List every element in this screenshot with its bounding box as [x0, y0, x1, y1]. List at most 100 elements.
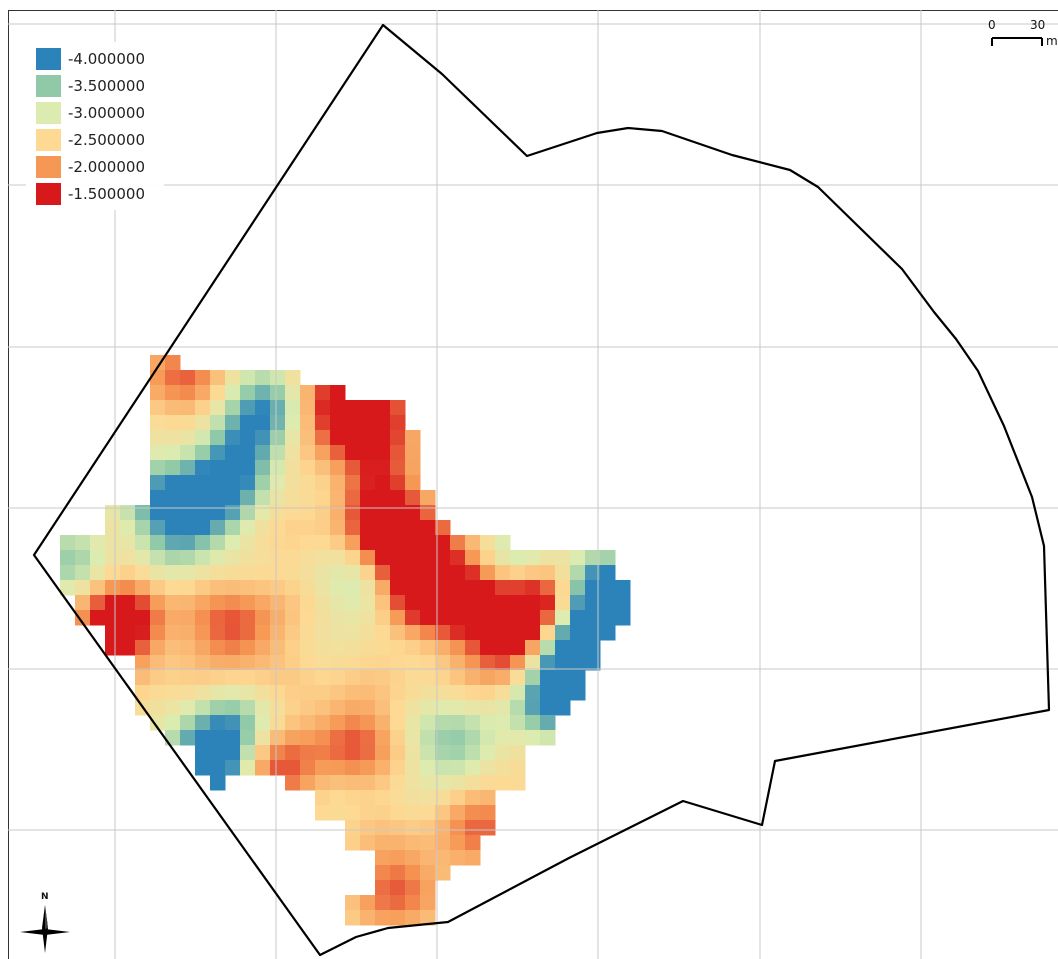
raster-cell: [345, 550, 361, 566]
raster-cell: [465, 670, 481, 686]
raster-cell: [375, 880, 391, 896]
raster-cell: [210, 430, 226, 446]
raster-cell: [165, 595, 181, 611]
raster-cell: [165, 730, 181, 746]
raster-cell: [420, 580, 436, 596]
raster-cell: [420, 625, 436, 641]
legend-swatch: [36, 102, 61, 124]
scale-bar: 0 30 m: [988, 18, 1058, 52]
raster-cell: [360, 895, 376, 911]
raster-cell: [330, 595, 346, 611]
raster-cell: [495, 610, 511, 626]
raster-cell: [345, 445, 361, 461]
raster-cell: [330, 520, 346, 536]
raster-cell: [405, 715, 421, 731]
raster-cell: [420, 745, 436, 761]
raster-cell: [285, 775, 301, 791]
raster-cell: [585, 565, 601, 581]
raster-cell: [600, 550, 616, 566]
raster-cell: [420, 505, 436, 521]
raster-cell: [345, 625, 361, 641]
raster-cell: [195, 730, 211, 746]
raster-cell: [150, 625, 166, 641]
raster-cell: [435, 610, 451, 626]
raster-cell: [375, 760, 391, 776]
raster-cell: [435, 835, 451, 851]
raster-cell: [405, 910, 421, 926]
raster-cell: [150, 670, 166, 686]
raster-cell: [195, 685, 211, 701]
raster-cell: [405, 790, 421, 806]
raster-cell: [180, 715, 196, 731]
raster-cell: [90, 565, 106, 581]
raster-cell: [345, 790, 361, 806]
raster-cell: [195, 640, 211, 656]
raster-cell: [270, 565, 286, 581]
raster-cell: [480, 790, 496, 806]
raster-cell: [555, 580, 571, 596]
raster-cell: [390, 505, 406, 521]
raster-cell: [375, 745, 391, 761]
raster-cell: [390, 535, 406, 551]
raster-cell: [345, 910, 361, 926]
raster-cell: [150, 535, 166, 551]
legend-item: -3.000000: [36, 102, 145, 124]
raster-cell: [105, 625, 121, 641]
raster-cell: [60, 535, 76, 551]
raster-cell: [255, 745, 271, 761]
raster-cell: [75, 550, 91, 566]
raster-cell: [255, 610, 271, 626]
raster-cell: [345, 610, 361, 626]
raster-cell: [210, 760, 226, 776]
raster-cell: [435, 865, 451, 881]
raster-cell: [375, 520, 391, 536]
raster-cell: [435, 850, 451, 866]
raster-cell: [420, 730, 436, 746]
raster-cell: [435, 595, 451, 611]
legend-label: -4.000000: [68, 50, 145, 68]
raster-cell: [450, 610, 466, 626]
raster-cell: [300, 775, 316, 791]
raster-cell: [465, 760, 481, 776]
raster-cell: [150, 430, 166, 446]
raster-cell: [240, 535, 256, 551]
raster-cell: [180, 520, 196, 536]
raster-cell: [330, 730, 346, 746]
raster-cell: [210, 625, 226, 641]
raster-cell: [345, 640, 361, 656]
raster-cell: [120, 625, 136, 641]
raster-cell: [285, 415, 301, 431]
raster-cell: [480, 670, 496, 686]
raster-cell: [465, 820, 481, 836]
raster-cell: [450, 775, 466, 791]
raster-cell: [255, 625, 271, 641]
raster-cell: [405, 760, 421, 776]
raster-cell: [540, 730, 556, 746]
raster-cell: [450, 535, 466, 551]
raster-cell: [195, 400, 211, 416]
raster-cell: [270, 535, 286, 551]
raster-cell: [480, 565, 496, 581]
raster-cell: [480, 580, 496, 596]
raster-cell: [510, 595, 526, 611]
raster-cell: [225, 745, 241, 761]
raster-cell: [345, 670, 361, 686]
raster-cell: [510, 565, 526, 581]
raster-cell: [210, 505, 226, 521]
raster-cell: [375, 640, 391, 656]
raster-cell: [525, 565, 541, 581]
raster-cell: [375, 685, 391, 701]
raster-cell: [555, 655, 571, 671]
raster-cell: [315, 790, 331, 806]
raster-cell: [405, 460, 421, 476]
raster-cell: [435, 520, 451, 536]
raster-cell: [390, 835, 406, 851]
raster-cell: [405, 685, 421, 701]
raster-cell: [405, 895, 421, 911]
raster-cell: [285, 460, 301, 476]
map-frame[interactable]: [8, 10, 1058, 959]
raster-cell: [225, 715, 241, 731]
raster-cell: [315, 400, 331, 416]
raster-cell: [480, 640, 496, 656]
